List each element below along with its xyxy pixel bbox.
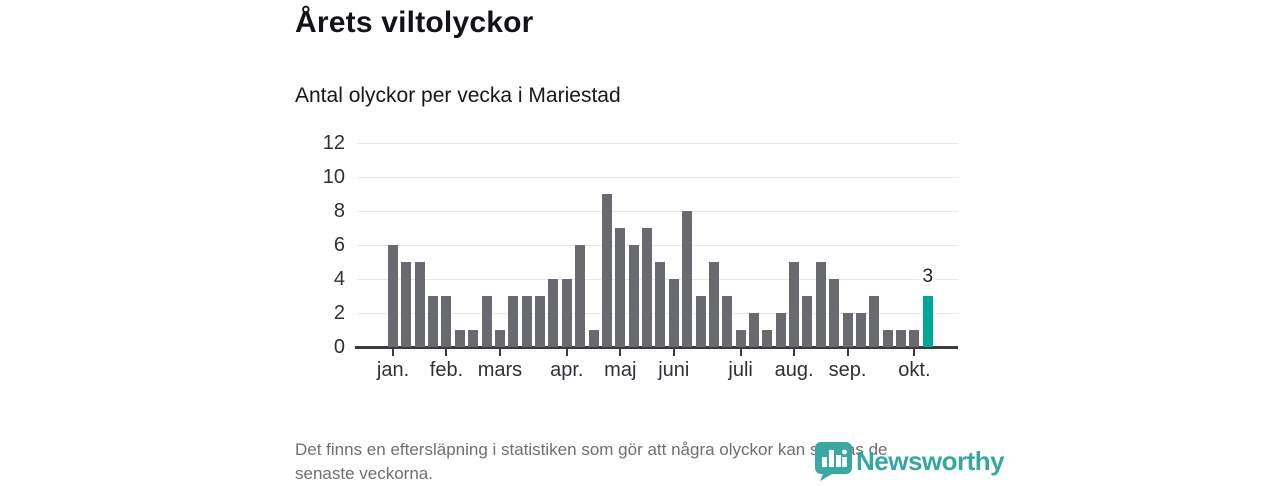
bar — [508, 296, 519, 347]
bar — [762, 330, 773, 347]
gridline — [357, 211, 958, 212]
month-tick — [619, 348, 622, 356]
month-label: jan. — [376, 359, 410, 381]
month-label: feb. — [429, 359, 464, 381]
bar — [521, 296, 532, 347]
month-label: juli — [728, 359, 753, 381]
newsworthy-barchart-bubble-icon — [813, 441, 853, 486]
page-title: Årets viltolyckor — [295, 6, 534, 39]
bar — [588, 330, 599, 347]
bar — [829, 279, 840, 347]
footer-note-line1: Det finns en eftersläpning i statistiken… — [295, 440, 888, 459]
y-axis-label: 6 — [333, 234, 345, 256]
bar — [615, 228, 626, 347]
footer-note-line2: senaste veckorna. — [295, 464, 433, 483]
bar — [855, 313, 866, 347]
month-label: sep. — [828, 359, 867, 381]
newsworthy-logo: Newsworthy — [813, 441, 1005, 486]
bar — [708, 262, 719, 347]
month-tick — [739, 348, 742, 356]
bar — [815, 262, 826, 347]
chart-subtitle: Antal olyckor per vecka i Mariestad — [295, 84, 621, 107]
bar — [561, 279, 572, 347]
bar — [775, 313, 786, 347]
bar — [882, 330, 893, 347]
bar — [735, 330, 746, 347]
x-axis-line — [355, 346, 958, 349]
bar — [401, 262, 412, 347]
month-label: okt. — [898, 359, 931, 381]
bar — [896, 330, 907, 347]
month-tick — [392, 348, 394, 356]
bar — [682, 211, 693, 347]
bar — [909, 330, 920, 347]
bar-highlighted — [922, 296, 933, 347]
bar — [548, 279, 559, 347]
bar — [842, 313, 853, 347]
month-tick — [846, 348, 849, 356]
month-label: juni — [658, 359, 690, 381]
bar — [454, 330, 465, 347]
bar — [494, 330, 505, 347]
bar — [748, 313, 759, 347]
month-tick — [913, 348, 916, 356]
bar — [642, 228, 653, 347]
y-axis-label: 12 — [322, 132, 345, 154]
bar — [388, 245, 398, 347]
bar — [428, 296, 439, 347]
gridline — [357, 177, 958, 178]
month-label: aug. — [774, 359, 814, 381]
month-tick — [498, 348, 501, 356]
bar — [802, 296, 813, 347]
y-axis-label: 10 — [322, 166, 345, 188]
month-label: maj — [604, 359, 637, 381]
bar — [441, 296, 452, 347]
month-tick — [672, 348, 675, 356]
y-axis-label: 8 — [333, 200, 345, 222]
y-axis-label: 2 — [333, 302, 345, 324]
bar — [468, 330, 479, 347]
bar — [789, 262, 800, 347]
bar — [575, 245, 586, 347]
y-axis-label: 0 — [333, 336, 345, 358]
y-axis-label: 4 — [333, 268, 345, 290]
bar — [414, 262, 425, 347]
month-label: apr. — [550, 359, 584, 381]
bar — [481, 296, 492, 347]
bar — [668, 279, 679, 347]
gridline — [357, 143, 958, 144]
bar — [628, 245, 639, 347]
gridline — [357, 245, 958, 246]
bar — [655, 262, 666, 347]
bar — [695, 296, 706, 347]
highlight-value-label: 3 — [919, 266, 937, 288]
month-tick — [565, 348, 568, 356]
newsworthy-wordmark: Newsworthy — [856, 446, 1005, 476]
bar — [535, 296, 546, 347]
month-tick — [445, 348, 448, 356]
bar — [869, 296, 880, 347]
bar — [601, 194, 612, 347]
month-label: mars — [477, 359, 523, 381]
bar — [722, 296, 733, 347]
footer-note: Det finns en eftersläpning i statistiken… — [295, 438, 995, 486]
month-tick — [793, 348, 796, 356]
